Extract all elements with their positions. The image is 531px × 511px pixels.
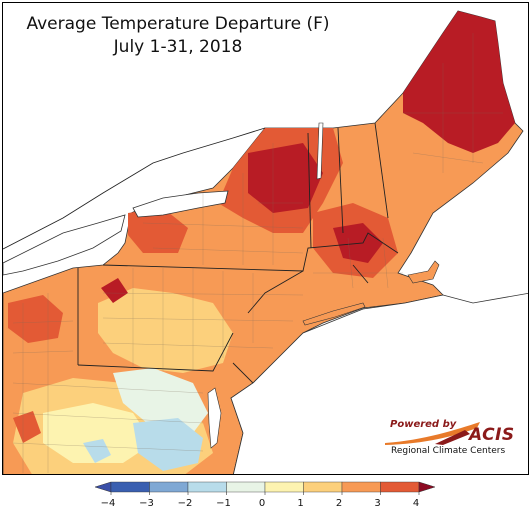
rcc-text: Regional Climate Centers bbox=[391, 446, 506, 456]
colorbar-tick-label: 2 bbox=[336, 498, 342, 509]
colorbar-segment bbox=[187, 481, 227, 493]
colorbar-segment bbox=[264, 481, 304, 493]
ocean-atlantic bbox=[230, 292, 528, 474]
region-red-maine bbox=[403, 11, 515, 153]
colorbar-legend: −4 −3 −2 −1 0 1 2 3 4 bbox=[94, 481, 436, 509]
colorbar-segment bbox=[110, 481, 150, 493]
long-island bbox=[302, 302, 366, 326]
region-light-green bbox=[113, 368, 208, 433]
colorbar-segment bbox=[341, 481, 381, 493]
region-red-west bbox=[8, 295, 63, 343]
colorbar-tick-label: 0 bbox=[259, 498, 265, 509]
region-red-nw-pa bbox=[128, 208, 188, 253]
region-yellow-pa bbox=[98, 288, 233, 373]
acis-logo-swoosh bbox=[385, 422, 480, 445]
colorbar-tick-label: 4 bbox=[413, 498, 419, 509]
acis-logo-text: ACIS bbox=[469, 425, 515, 445]
colorbar-under-arrow bbox=[94, 481, 112, 493]
map-title: Average Temperature Departure (F) bbox=[26, 14, 330, 34]
colorbar-segment bbox=[380, 481, 420, 493]
colorbar-ticks: −4 −3 −2 −1 0 1 2 3 4 bbox=[101, 492, 420, 509]
region-darkred-pa bbox=[101, 278, 128, 303]
cape-cod bbox=[407, 260, 440, 284]
region-red-sw bbox=[13, 411, 41, 443]
colorbar-tick-label: 3 bbox=[374, 498, 380, 509]
colorbar-tick-label: 1 bbox=[297, 498, 303, 509]
colorbar-tick-label: −3 bbox=[139, 498, 154, 509]
region-light-blue-2 bbox=[83, 439, 111, 463]
region-darkred-ny bbox=[248, 143, 323, 213]
region-light-blue bbox=[133, 418, 203, 471]
colorbar-over-arrow bbox=[418, 481, 436, 493]
colorbar-segment bbox=[226, 481, 266, 493]
canada-border bbox=[3, 127, 266, 250]
county-lines bbox=[12, 33, 503, 473]
region-pale-yellow bbox=[43, 403, 153, 463]
chesapeake-bay bbox=[207, 387, 222, 449]
region-darkred-ne bbox=[333, 223, 383, 263]
colorbar-segments bbox=[94, 481, 436, 493]
powered-by-text: Powered by bbox=[390, 419, 457, 430]
map-subtitle: July 1-31, 2018 bbox=[113, 37, 243, 57]
colorbar-tick-label: −2 bbox=[178, 498, 193, 509]
colorbar-segment bbox=[303, 481, 343, 493]
temperature-departure-map bbox=[3, 10, 528, 474]
state-boundaries bbox=[77, 122, 399, 384]
colorbar-segment bbox=[149, 481, 189, 493]
lake-erie bbox=[3, 214, 126, 276]
lake-champlain bbox=[316, 122, 324, 180]
lake-ontario bbox=[132, 190, 229, 218]
colorbar-tick-label: −4 bbox=[101, 498, 116, 509]
acis-credit: Powered by ACIS Regional Climate Centers bbox=[385, 416, 521, 460]
map-frame: Average Temperature Departure (F) July 1… bbox=[2, 2, 529, 475]
colorbar-tick-label: −1 bbox=[216, 498, 231, 509]
